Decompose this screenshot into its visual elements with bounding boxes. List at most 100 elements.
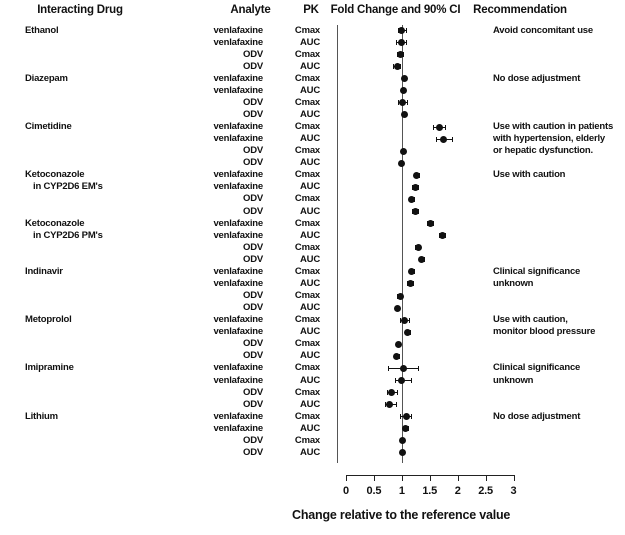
data-point-dot (403, 413, 411, 421)
ci-whisker-cap-left (388, 365, 390, 371)
pk-parameter-label: Cmax (294, 241, 320, 253)
pk-parameter-label: Cmax (294, 338, 320, 350)
analyte-label: venlafaxine (213, 277, 263, 289)
data-point-dot (435, 123, 443, 131)
recommendation-text: No dose adjustment (493, 72, 581, 84)
pk-parameter-label: Cmax (294, 362, 320, 374)
x-axis-tick (429, 475, 431, 481)
data-point-dot (399, 437, 407, 445)
pk-parameter-label: Cmax (294, 217, 320, 229)
data-point-dot (396, 51, 404, 59)
data-point-dot (439, 232, 447, 240)
pk-parameter-label: AUC (300, 157, 320, 169)
analyte-label: ODV (243, 157, 263, 169)
analyte-label: venlafaxine (213, 133, 263, 145)
recommendation-text: or hepatic dysfunction. (493, 145, 593, 157)
column-header-recommendation: Recommendation (473, 4, 567, 16)
pk-parameter-label: Cmax (294, 48, 320, 60)
data-point-dot (399, 449, 407, 457)
pk-parameter-label: AUC (300, 277, 320, 289)
x-axis-tick (373, 475, 375, 481)
analyte-label: ODV (243, 253, 263, 265)
pk-parameter-label: AUC (300, 446, 320, 458)
pk-parameter-label: Cmax (294, 24, 320, 36)
analyte-label: venlafaxine (213, 36, 263, 48)
analyte-label: ODV (243, 60, 263, 72)
pk-parameter-label: AUC (300, 84, 320, 96)
data-point-dot (400, 364, 407, 372)
interacting-drug-label: Ketoconazole (25, 217, 85, 229)
pk-parameter-label: AUC (300, 36, 320, 48)
recommendation-text: Use with caution (493, 169, 566, 181)
data-point-dot (408, 195, 416, 203)
data-point-dot (386, 401, 394, 409)
data-point-dot (402, 425, 410, 433)
analyte-label: ODV (243, 338, 263, 350)
interacting-drug-label: Metoprolol (25, 314, 72, 326)
data-point-dot (398, 377, 406, 385)
pk-parameter-label: Cmax (294, 169, 320, 181)
data-point-dot (413, 171, 421, 179)
ci-whisker-cap-right (395, 402, 397, 408)
analyte-label: venlafaxine (213, 265, 263, 277)
x-axis-tick-label: 2.5 (478, 485, 493, 497)
interacting-drug-label: in CYP2D6 PM's (33, 229, 103, 241)
recommendation-text: No dose adjustment (493, 410, 581, 422)
data-point-dot (401, 316, 409, 324)
analyte-label: venlafaxine (213, 217, 263, 229)
interacting-drug-label: Imipramine (25, 362, 74, 374)
data-point-dot (393, 63, 401, 71)
pk-parameter-label: Cmax (294, 121, 320, 133)
data-point-dot (396, 292, 404, 300)
data-point-dot (394, 340, 402, 348)
ci-whisker-cap-right (397, 390, 399, 396)
analyte-label: venlafaxine (213, 24, 263, 36)
pk-parameter-label: Cmax (294, 265, 320, 277)
pk-parameter-label: AUC (300, 350, 320, 362)
recommendation-text: Use with caution in patients (493, 121, 614, 133)
data-point-dot (407, 280, 415, 288)
analyte-label: venlafaxine (213, 314, 263, 326)
analyte-label: venlafaxine (213, 229, 263, 241)
ci-whisker-cap-right (410, 378, 412, 384)
ci-whisker-cap-left (395, 40, 397, 46)
analyte-label: venlafaxine (213, 422, 263, 434)
interacting-drug-label: Lithium (25, 410, 58, 422)
analyte-label: venlafaxine (213, 121, 263, 133)
data-point-dot (393, 352, 401, 360)
pk-parameter-label: AUC (300, 60, 320, 72)
recommendation-text: unknown (493, 277, 534, 289)
analyte-label: venlafaxine (213, 410, 263, 422)
data-point-dot (388, 389, 396, 397)
analyte-label: ODV (243, 205, 263, 217)
analyte-label: ODV (243, 108, 263, 120)
pk-parameter-label: AUC (300, 302, 320, 314)
analyte-label: venlafaxine (213, 374, 263, 386)
ci-whisker-cap-right (405, 40, 407, 46)
analyte-label: ODV (243, 350, 263, 362)
analyte-label: ODV (243, 386, 263, 398)
analyte-label: ODV (243, 145, 263, 157)
pk-parameter-label: Cmax (294, 434, 320, 446)
pk-parameter-label: Cmax (294, 386, 320, 398)
x-axis-tick (513, 475, 515, 481)
ci-whisker-cap-right (406, 100, 408, 106)
recommendation-text: with hypertension, elderly (493, 133, 605, 145)
pk-parameter-label: AUC (300, 205, 320, 217)
pk-parameter-label: Cmax (294, 410, 320, 422)
ci-whisker-cap-left (395, 378, 397, 384)
column-header-pk: PK (303, 4, 319, 16)
pk-parameter-label: Cmax (294, 193, 320, 205)
ci-whisker-cap-left (433, 124, 435, 130)
analyte-label: venlafaxine (213, 72, 263, 84)
reference-line (401, 25, 403, 463)
data-point-dot (418, 256, 426, 264)
x-axis-tick (485, 475, 487, 481)
interacting-drug-label: Ethanol (25, 24, 59, 36)
pk-parameter-label: AUC (300, 181, 320, 193)
data-point-dot (411, 183, 419, 191)
interacting-drug-label: Ketoconazole (25, 169, 85, 181)
x-axis-tick (346, 475, 347, 481)
data-point-dot (426, 220, 434, 228)
ci-whisker-cap-left (386, 390, 388, 396)
